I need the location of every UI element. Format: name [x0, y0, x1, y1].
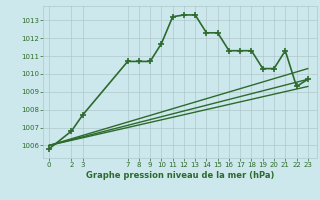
X-axis label: Graphe pression niveau de la mer (hPa): Graphe pression niveau de la mer (hPa)	[86, 171, 274, 180]
